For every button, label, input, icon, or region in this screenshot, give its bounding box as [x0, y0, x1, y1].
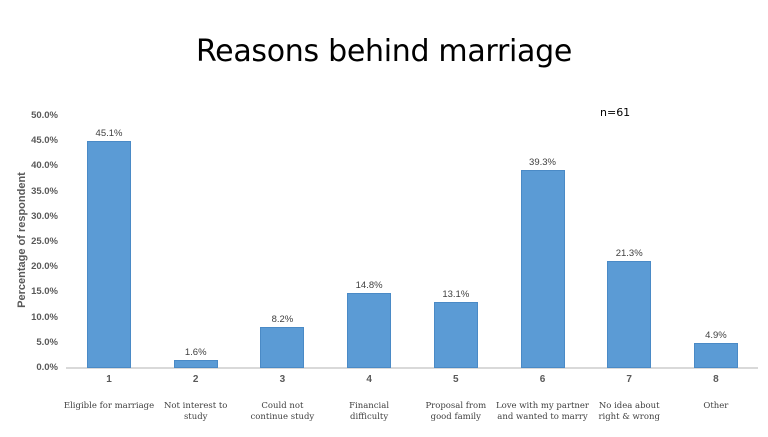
bar: [693, 343, 738, 368]
category-description: Could not continue study: [232, 401, 332, 423]
y-tick-label: 35.0%: [31, 185, 58, 197]
bar: [173, 359, 218, 368]
category-description: Not interest to study: [146, 401, 246, 423]
category-description-line: No idea about: [598, 401, 660, 411]
category-description-line: Could not: [261, 401, 304, 411]
bar-value-label: 45.1%: [95, 127, 123, 139]
x-tick-label: 5: [453, 374, 459, 385]
category-description-line: Love with my partner: [495, 401, 589, 411]
bar: [87, 140, 131, 368]
y-tick-label: 15.0%: [31, 286, 58, 298]
bar: [347, 293, 392, 368]
y-tick-label: 10.0%: [31, 311, 58, 323]
x-tick-label: 2: [192, 374, 199, 385]
bar-value-label: 14.8%: [355, 280, 383, 292]
y-tick-label: 30.0%: [31, 210, 58, 222]
category-description: Other: [666, 401, 766, 412]
y-tick-label: 20.0%: [31, 261, 58, 273]
category-description-line: study: [183, 412, 208, 422]
y-tick-label: 0.0%: [36, 362, 58, 373]
y-tick-label: 45.0%: [31, 135, 58, 147]
y-tick-label: 40.0%: [31, 160, 58, 172]
x-tick-label: 7: [626, 374, 632, 385]
category-description-line: good family: [430, 412, 481, 422]
category-description-line: Not interest to: [163, 401, 228, 411]
bar: [520, 169, 565, 368]
category-description-line: Proposal from: [425, 401, 487, 411]
category-description: No idea about right & wrong: [579, 401, 679, 423]
category-description-line: and wanted to marry: [497, 412, 588, 422]
bar-value-label: 1.6%: [184, 346, 207, 358]
category-description-line: continue study: [250, 412, 315, 422]
bar: [260, 326, 305, 368]
x-tick-label: 4: [366, 374, 372, 385]
x-tick-label: 8: [713, 374, 719, 385]
x-axis-line: [66, 367, 758, 369]
category-description-line: difficulty: [350, 412, 389, 422]
sample-size-annotation: n=61: [600, 106, 631, 119]
category-description-line: Other: [703, 401, 729, 411]
category-description: Financial difficulty: [319, 401, 419, 423]
category-description-line: Financial: [349, 401, 390, 411]
category-description-line: right & wrong: [598, 412, 660, 422]
bar: [433, 301, 478, 368]
bar-value-label: 13.1%: [442, 288, 470, 300]
x-tick-label: 6: [539, 374, 546, 385]
y-tick-label: 50.0%: [31, 110, 58, 121]
chart-title: Reasons behind marriage: [195, 34, 572, 69]
y-tick-label: 5.0%: [36, 336, 58, 348]
y-axis-label: Percentage of respondent: [16, 172, 28, 308]
category-description: Love with my partner and wanted to marry: [493, 401, 593, 423]
x-tick-label: 1: [106, 374, 112, 385]
category-description: Eligible for marriage: [59, 401, 159, 412]
category-description: Proposal from good family: [406, 401, 506, 423]
bar-value-label: 4.9%: [705, 330, 727, 342]
y-tick-label: 25.0%: [31, 236, 58, 247]
bar-value-label: 39.3%: [529, 156, 556, 168]
bar: [607, 260, 652, 368]
category-description-line: Eligible for marriage: [63, 401, 155, 411]
x-tick-label: 3: [279, 374, 286, 385]
bar-value-label: 8.2%: [271, 313, 294, 325]
bar-value-label: 21.3%: [615, 247, 643, 259]
